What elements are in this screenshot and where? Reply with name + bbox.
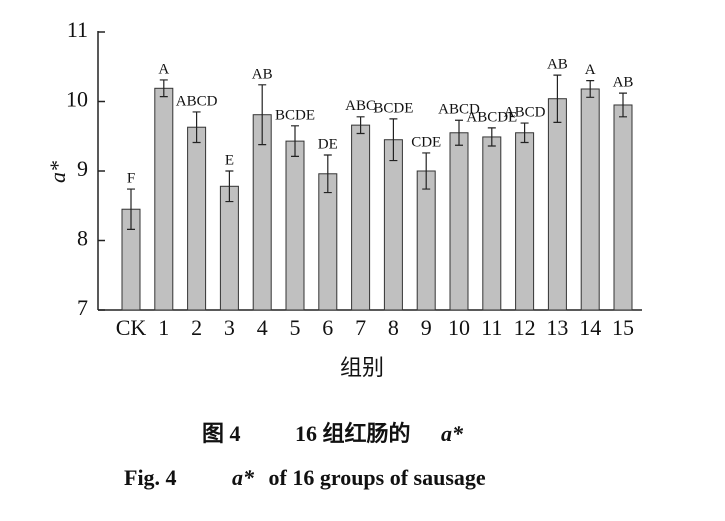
significance-label: DE [318,136,338,152]
significance-label: ABCDE [466,109,517,125]
error-bar [553,74,562,123]
y-tick-label: 7 [77,295,88,320]
bar [351,124,371,311]
x-tick-label: 7 [355,315,366,340]
bar [547,98,567,311]
x-tick-label: 13 [546,315,568,340]
error-bar [159,79,168,98]
significance-label: A [158,61,169,77]
bar [285,140,305,311]
significance-label: ABCD [176,93,218,109]
significance-label: ABCD [504,104,546,120]
x-tick-label: 1 [158,315,169,340]
bar [482,136,502,311]
error-bar [586,80,595,98]
bar [580,88,600,311]
error-bar [127,188,135,230]
x-tick-label: 14 [579,315,601,340]
error-bar [356,116,365,135]
x-tick-label: 8 [388,315,399,340]
caption-en-text: of 16 groups of sausage [263,465,486,490]
y-tick-label: 9 [77,156,88,181]
significance-label: CDE [411,134,441,150]
caption-cn-text: 16 组红肠的 [295,421,411,446]
y-axis-label: a* [45,161,70,183]
bar [383,139,403,311]
y-tick-label: 8 [77,226,88,251]
caption-cn-num: 图 4 [202,421,241,446]
caption-en-num: Fig. 4 [124,465,177,490]
x-tick-label: 2 [191,315,202,340]
x-tick-label: 11 [481,315,502,340]
caption-cn-var: a* [441,421,464,446]
significance-label: AB [252,66,273,82]
significance-label: E [225,152,234,168]
x-tick-label: 10 [448,315,470,340]
bar [613,104,633,311]
x-axis-label: 组别 [340,355,384,380]
bar [449,132,469,311]
bar [416,170,436,311]
significance-label: AB [547,57,568,73]
x-tick-label: CK [116,315,147,340]
x-tick-label: 15 [612,315,634,340]
x-tick-label: 12 [514,315,536,340]
x-tick-label: 6 [322,315,333,340]
x-tick-label: 3 [224,315,235,340]
x-tick-label: 4 [257,315,268,340]
caption-en-var: a* [232,465,255,490]
error-bar [291,125,299,158]
significance-label: ABC [345,98,376,114]
error-bar [422,152,431,190]
bar [515,132,535,311]
significance-label: A [585,62,596,78]
y-tick-label: 10 [66,87,88,112]
bar [187,126,207,311]
significance-label: ABCD [438,102,480,118]
x-tick-label: 5 [290,315,301,340]
bar [154,87,174,311]
error-bar [323,154,332,194]
y-tick-label: 11 [67,17,88,42]
significance-label: AB [613,75,634,91]
bar [219,185,239,311]
error-bar [192,111,201,144]
error-bar [455,119,463,146]
error-bar [487,127,496,147]
error-bar [619,92,627,118]
x-tick-label: 9 [421,315,432,340]
significance-label: F [127,171,135,187]
error-bar [389,118,398,162]
bar [318,173,338,311]
significance-label: BCDE [275,107,315,123]
error-bar [258,84,267,146]
significance-label: BCDE [373,100,413,116]
error-bar [520,122,529,144]
error-bar [225,170,234,203]
